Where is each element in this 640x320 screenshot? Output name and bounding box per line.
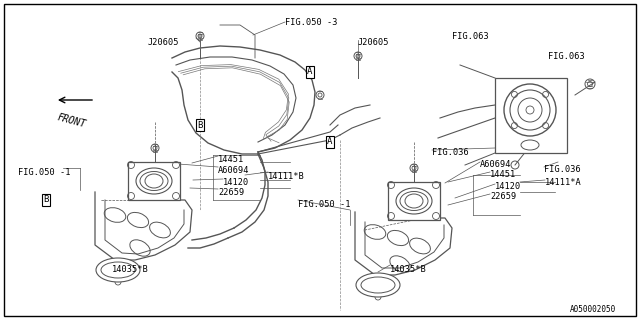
- Text: A: A: [307, 68, 313, 76]
- Text: J20605: J20605: [148, 38, 179, 47]
- Text: A: A: [327, 138, 333, 147]
- Text: FIG.036: FIG.036: [432, 148, 468, 157]
- Text: A60694: A60694: [480, 160, 511, 169]
- Text: 14035*B: 14035*B: [390, 265, 427, 274]
- Text: 14111*B: 14111*B: [268, 172, 305, 181]
- Text: 14120: 14120: [495, 182, 521, 191]
- Text: A050002050: A050002050: [570, 305, 616, 314]
- Ellipse shape: [96, 258, 140, 282]
- Text: 14035*B: 14035*B: [112, 265, 148, 274]
- Circle shape: [356, 54, 360, 58]
- Ellipse shape: [356, 273, 400, 297]
- Text: 14451: 14451: [490, 170, 516, 179]
- Text: FRONT: FRONT: [56, 112, 88, 129]
- Text: FIG.050 -1: FIG.050 -1: [298, 200, 351, 209]
- Text: J20605: J20605: [358, 38, 390, 47]
- Text: 14111*A: 14111*A: [545, 178, 582, 187]
- Text: B: B: [197, 121, 203, 130]
- Text: 22659: 22659: [490, 192, 516, 201]
- Ellipse shape: [136, 168, 172, 194]
- Circle shape: [504, 84, 556, 136]
- Ellipse shape: [396, 188, 432, 214]
- Text: B: B: [44, 196, 49, 204]
- Text: FIG.050 -1: FIG.050 -1: [18, 168, 70, 177]
- Bar: [495, 78, 567, 153]
- Text: 14120: 14120: [223, 178, 249, 187]
- Text: 22659: 22659: [218, 188, 244, 197]
- Text: FIG.063: FIG.063: [452, 32, 489, 41]
- Bar: [388, 182, 440, 220]
- Text: A60694: A60694: [218, 166, 250, 175]
- Text: 14451: 14451: [218, 155, 244, 164]
- Text: FIG.050 -3: FIG.050 -3: [285, 18, 337, 27]
- Text: FIG.036: FIG.036: [544, 165, 580, 174]
- Text: FIG.063: FIG.063: [548, 52, 585, 61]
- Circle shape: [198, 34, 202, 38]
- Bar: [128, 162, 180, 200]
